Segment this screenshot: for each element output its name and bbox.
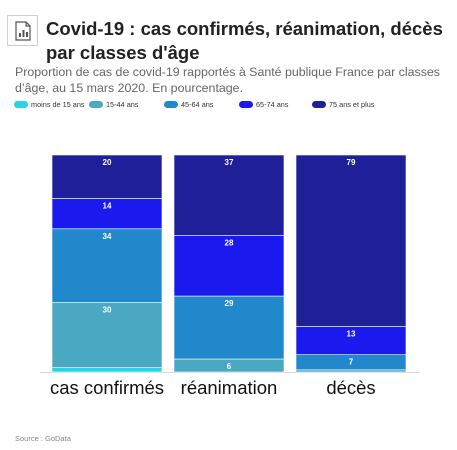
legend-swatch xyxy=(14,101,28,108)
chart-title: Covid-19 : cas confirmés, réanimation, d… xyxy=(46,18,443,63)
data-label: 34 xyxy=(103,232,112,241)
bar-segment[interactable] xyxy=(295,369,407,373)
bar-segment[interactable] xyxy=(51,154,163,199)
data-label: 28 xyxy=(225,238,234,247)
bar-segment[interactable] xyxy=(51,302,163,368)
x-tick-label: réanimation xyxy=(181,377,278,398)
chart-logo xyxy=(7,15,38,46)
x-tick-label: décès xyxy=(326,377,375,398)
legend-label: moins de 15 ans xyxy=(31,100,85,109)
data-label: 14 xyxy=(103,201,112,210)
bar-segment[interactable] xyxy=(295,154,407,327)
bar-segment[interactable] xyxy=(51,228,163,303)
legend-swatch xyxy=(239,101,253,108)
data-label: 79 xyxy=(347,158,356,167)
data-label: 20 xyxy=(103,158,112,167)
legend-swatch xyxy=(312,101,326,108)
legend-swatch xyxy=(89,101,103,108)
bar-segment[interactable] xyxy=(173,154,285,236)
bar-segment[interactable] xyxy=(51,367,163,373)
legend-label: 65-74 ans xyxy=(256,100,289,109)
legend-label: 15-44 ans xyxy=(106,100,139,109)
stacked-bar-chart: 30 34 14 20 cas confirmés 6 29 28 37 réanimation 7… xyxy=(40,154,420,398)
chart-source: Source : GoData xyxy=(15,434,71,443)
bar-segment[interactable] xyxy=(173,295,285,360)
legend-label: 75 ans et plus xyxy=(329,100,375,109)
data-label: 13 xyxy=(347,329,356,338)
data-label: 7 xyxy=(349,358,354,367)
legend-swatch xyxy=(164,101,178,108)
bar-segment[interactable] xyxy=(295,326,407,355)
x-tick-label: cas confirmés xyxy=(50,377,164,398)
data-label: 29 xyxy=(225,299,234,308)
data-label: 6 xyxy=(227,362,232,371)
data-label: 37 xyxy=(225,158,234,167)
document-chart-icon xyxy=(15,21,31,41)
chart-subtitle: Proportion de cas de covid-19 rapportés … xyxy=(15,65,440,95)
legend-label: 45-64 ans xyxy=(181,100,214,109)
data-label: 30 xyxy=(103,306,112,315)
bar-segment[interactable] xyxy=(51,198,163,230)
